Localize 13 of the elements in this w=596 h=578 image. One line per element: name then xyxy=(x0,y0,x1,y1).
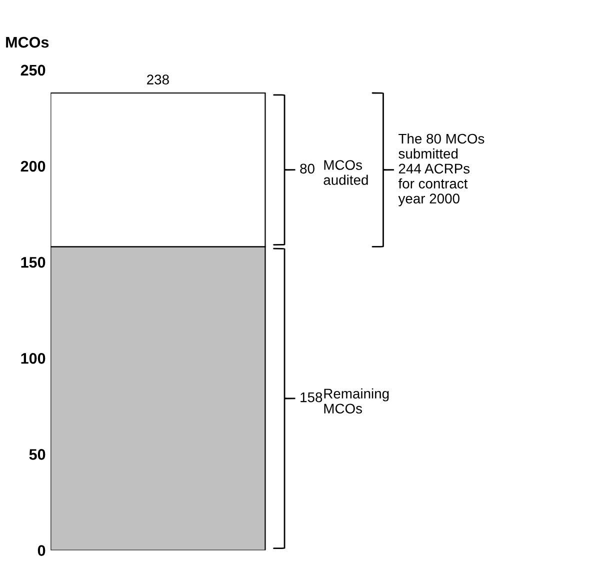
y-axis-title: MCOs xyxy=(6,36,49,48)
y-tick-label: 100 xyxy=(21,352,46,364)
total-label: 238 xyxy=(147,74,169,84)
text: Remaining MCOs xyxy=(324,388,389,414)
y-tick-label: 50 xyxy=(29,449,46,460)
text: 158 xyxy=(300,392,322,402)
y-tick-label: 0 xyxy=(38,545,46,556)
text: The 80 MCOs submitted 244 ACRPs for contract year 2000 xyxy=(398,133,484,206)
text: 80 xyxy=(300,164,314,174)
y-tick-label: 200 xyxy=(20,160,46,172)
y-tick-label: 150 xyxy=(21,256,46,268)
y-tick-label: 250 xyxy=(20,64,46,76)
text: MCOs audited xyxy=(324,160,368,185)
